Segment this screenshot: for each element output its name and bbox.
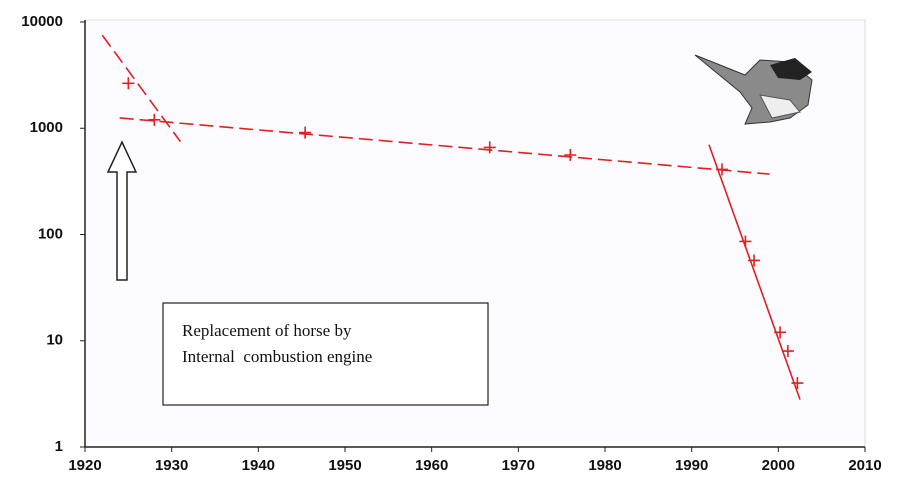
y-tick-label: 1 (55, 438, 63, 455)
point (299, 126, 312, 139)
x-tick-label: 2000 (762, 457, 795, 474)
x-tick-label: 1990 (675, 457, 708, 474)
x-tick-label: 1940 (242, 457, 275, 474)
point (148, 113, 161, 126)
point (748, 254, 761, 267)
point (774, 326, 787, 339)
x-tick-label: 1950 (328, 457, 361, 474)
point (791, 377, 804, 390)
point (564, 149, 577, 162)
y-tick-label: 10000 (21, 13, 63, 30)
point (716, 163, 728, 176)
point (781, 345, 794, 358)
bird (694, 54, 813, 125)
x-tick-label: 1970 (502, 457, 535, 474)
y-tick-label: 100 (38, 225, 63, 242)
x-tick-label: 1960 (415, 457, 448, 474)
x-tick-label: 2010 (848, 457, 881, 474)
point (483, 141, 496, 154)
arrow (106, 140, 138, 281)
point (122, 77, 135, 90)
x-tick-label: 1920 (68, 457, 101, 474)
x-tick-label: 1980 (588, 457, 621, 474)
point (739, 235, 752, 248)
trend-line (119, 117, 770, 175)
annotation: Replacement of horse by (182, 321, 352, 340)
trend-line (708, 144, 801, 400)
y-tick-label: 1000 (30, 119, 63, 136)
trend-line (101, 34, 181, 142)
x-tick-label: 1930 (155, 457, 188, 474)
annotation-box (162, 302, 489, 406)
annotation: Internal combustion engine (182, 347, 372, 366)
y-tick-label: 10 (46, 332, 63, 349)
